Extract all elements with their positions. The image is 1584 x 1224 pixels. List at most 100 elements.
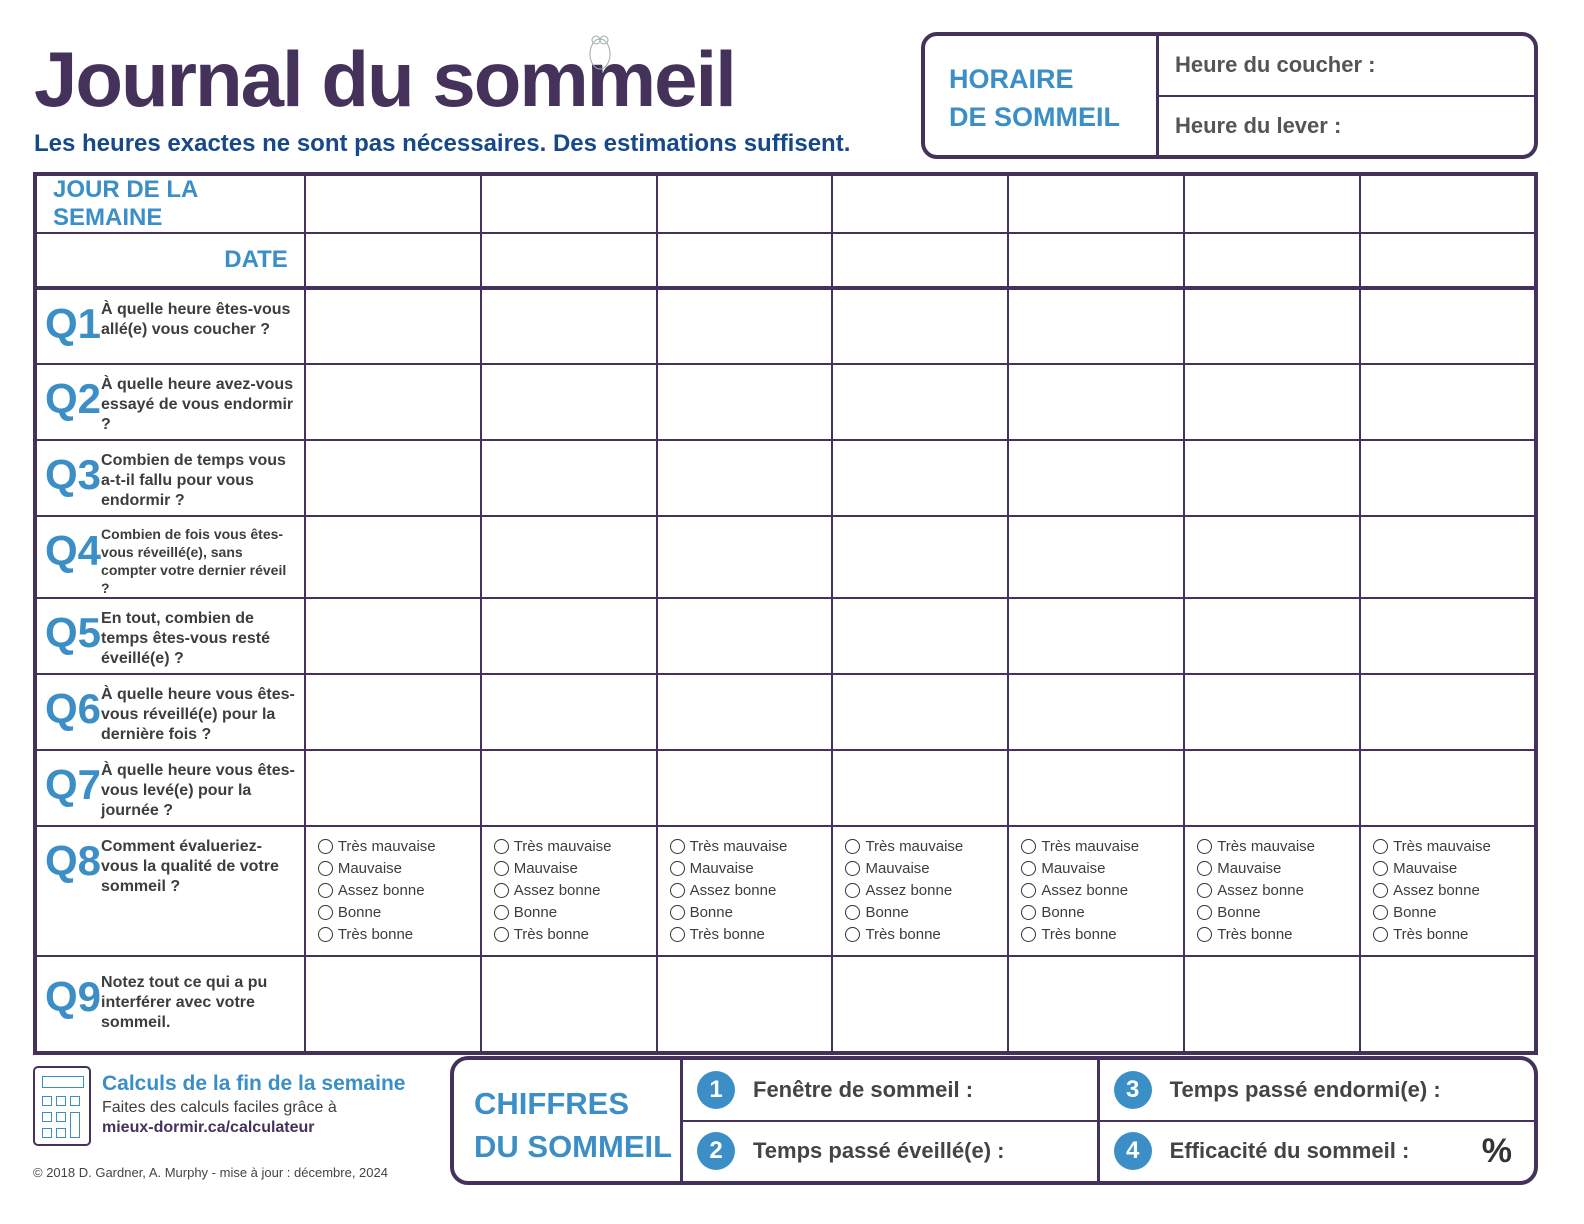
date-cell[interactable]: [1007, 232, 1186, 290]
radio-button[interactable]: [493, 838, 509, 854]
answer-cell[interactable]: [479, 439, 658, 517]
radio-button[interactable]: [669, 904, 685, 920]
rating-option[interactable]: Bonne: [493, 901, 656, 923]
rating-option[interactable]: Très bonne: [845, 923, 1007, 945]
answer-cell[interactable]: [1359, 515, 1537, 599]
rating-option[interactable]: Mauvaise: [669, 857, 832, 879]
radio-button[interactable]: [317, 860, 333, 876]
bedtime-field[interactable]: Heure du coucher :: [1159, 36, 1534, 97]
rating-option[interactable]: Très mauvaise: [1021, 835, 1183, 857]
radio-button[interactable]: [317, 926, 333, 942]
rating-option[interactable]: Bonne: [845, 901, 1007, 923]
radio-button[interactable]: [1021, 926, 1037, 942]
radio-button[interactable]: [669, 838, 685, 854]
rating-option[interactable]: Très mauvaise: [669, 835, 832, 857]
answer-cell[interactable]: [655, 597, 834, 675]
answer-cell[interactable]: Très mauvaise Mauvaise Assez bonne Bonne Trè…: [655, 825, 834, 957]
sleep-efficiency-field[interactable]: 4 Efficacité du sommeil :%: [1100, 1122, 1534, 1182]
answer-cell[interactable]: [303, 439, 482, 517]
radio-button[interactable]: [1197, 904, 1213, 920]
answer-cell[interactable]: [655, 955, 834, 1054]
answer-cell[interactable]: [831, 955, 1010, 1054]
answer-cell[interactable]: [303, 363, 482, 441]
radio-button[interactable]: [1021, 860, 1037, 876]
answer-cell[interactable]: [1007, 597, 1186, 675]
radio-button[interactable]: [493, 926, 509, 942]
answer-cell[interactable]: Très mauvaise Mauvaise Assez bonne Bonne Trè…: [1183, 825, 1362, 957]
rating-option[interactable]: Très bonne: [1373, 923, 1534, 945]
rating-option[interactable]: Très bonne: [1197, 923, 1359, 945]
rating-option[interactable]: Assez bonne: [493, 879, 656, 901]
answer-cell[interactable]: [1359, 439, 1537, 517]
date-cell[interactable]: [1359, 232, 1537, 290]
date-cell[interactable]: [303, 232, 482, 290]
radio-button[interactable]: [317, 882, 333, 898]
answer-cell[interactable]: [303, 749, 482, 827]
answer-cell[interactable]: [1007, 673, 1186, 751]
radio-button[interactable]: [669, 860, 685, 876]
radio-button[interactable]: [317, 838, 333, 854]
date-cell[interactable]: [479, 232, 658, 290]
answer-cell[interactable]: [831, 597, 1010, 675]
radio-button[interactable]: [493, 860, 509, 876]
radio-button[interactable]: [845, 860, 861, 876]
answer-cell[interactable]: [1359, 673, 1537, 751]
day-cell[interactable]: [303, 173, 482, 234]
radio-button[interactable]: [1197, 838, 1213, 854]
radio-button[interactable]: [1021, 904, 1037, 920]
rating-option[interactable]: Assez bonne: [669, 879, 832, 901]
answer-cell[interactable]: [479, 597, 658, 675]
answer-cell[interactable]: [655, 287, 834, 365]
rating-option[interactable]: Mauvaise: [1197, 857, 1359, 879]
answer-cell[interactable]: [1359, 955, 1537, 1054]
rating-option[interactable]: Bonne: [317, 901, 480, 923]
rating-option[interactable]: Mauvaise: [493, 857, 656, 879]
radio-button[interactable]: [493, 904, 509, 920]
answer-cell[interactable]: [1359, 287, 1537, 365]
rating-option[interactable]: Très bonne: [669, 923, 832, 945]
answer-cell[interactable]: [1359, 749, 1537, 827]
answer-cell[interactable]: [479, 287, 658, 365]
answer-cell[interactable]: Très mauvaise Mauvaise Assez bonne Bonne Trè…: [1007, 825, 1186, 957]
date-cell[interactable]: [1183, 232, 1362, 290]
rating-option[interactable]: Très mauvaise: [317, 835, 480, 857]
radio-button[interactable]: [1373, 904, 1389, 920]
rating-option[interactable]: Bonne: [1373, 901, 1534, 923]
answer-cell[interactable]: [1007, 515, 1186, 599]
answer-cell[interactable]: [303, 673, 482, 751]
answer-cell[interactable]: [1183, 287, 1362, 365]
rating-option[interactable]: Bonne: [669, 901, 832, 923]
rating-option[interactable]: Très mauvaise: [1373, 835, 1534, 857]
answer-cell[interactable]: Très mauvaise Mauvaise Assez bonne Bonne Trè…: [1359, 825, 1537, 957]
radio-button[interactable]: [845, 838, 861, 854]
answer-cell[interactable]: [303, 955, 482, 1054]
radio-button[interactable]: [1021, 838, 1037, 854]
day-cell[interactable]: [831, 173, 1010, 234]
radio-button[interactable]: [1373, 926, 1389, 942]
answer-cell[interactable]: [479, 515, 658, 599]
rating-option[interactable]: Assez bonne: [317, 879, 480, 901]
radio-button[interactable]: [1373, 860, 1389, 876]
date-cell[interactable]: [655, 232, 834, 290]
radio-button[interactable]: [1197, 882, 1213, 898]
answer-cell[interactable]: [831, 287, 1010, 365]
answer-cell[interactable]: [655, 363, 834, 441]
waketime-field[interactable]: Heure du lever :: [1175, 112, 1342, 138]
answer-cell[interactable]: [479, 955, 658, 1054]
rating-option[interactable]: Mauvaise: [1021, 857, 1183, 879]
answer-cell[interactable]: [1007, 363, 1186, 441]
answer-cell[interactable]: Très mauvaise Mauvaise Assez bonne Bonne Trè…: [303, 825, 482, 957]
rating-option[interactable]: Bonne: [1197, 901, 1359, 923]
answer-cell[interactable]: [1007, 955, 1186, 1054]
date-cell[interactable]: [831, 232, 1010, 290]
answer-cell[interactable]: [1183, 673, 1362, 751]
answer-cell[interactable]: [479, 363, 658, 441]
day-cell[interactable]: [655, 173, 834, 234]
answer-cell[interactable]: [1007, 287, 1186, 365]
answer-cell[interactable]: [1359, 597, 1537, 675]
day-cell[interactable]: [479, 173, 658, 234]
radio-button[interactable]: [1197, 860, 1213, 876]
radio-button[interactable]: [845, 904, 861, 920]
answer-cell[interactable]: [479, 673, 658, 751]
day-cell[interactable]: [1359, 173, 1537, 234]
